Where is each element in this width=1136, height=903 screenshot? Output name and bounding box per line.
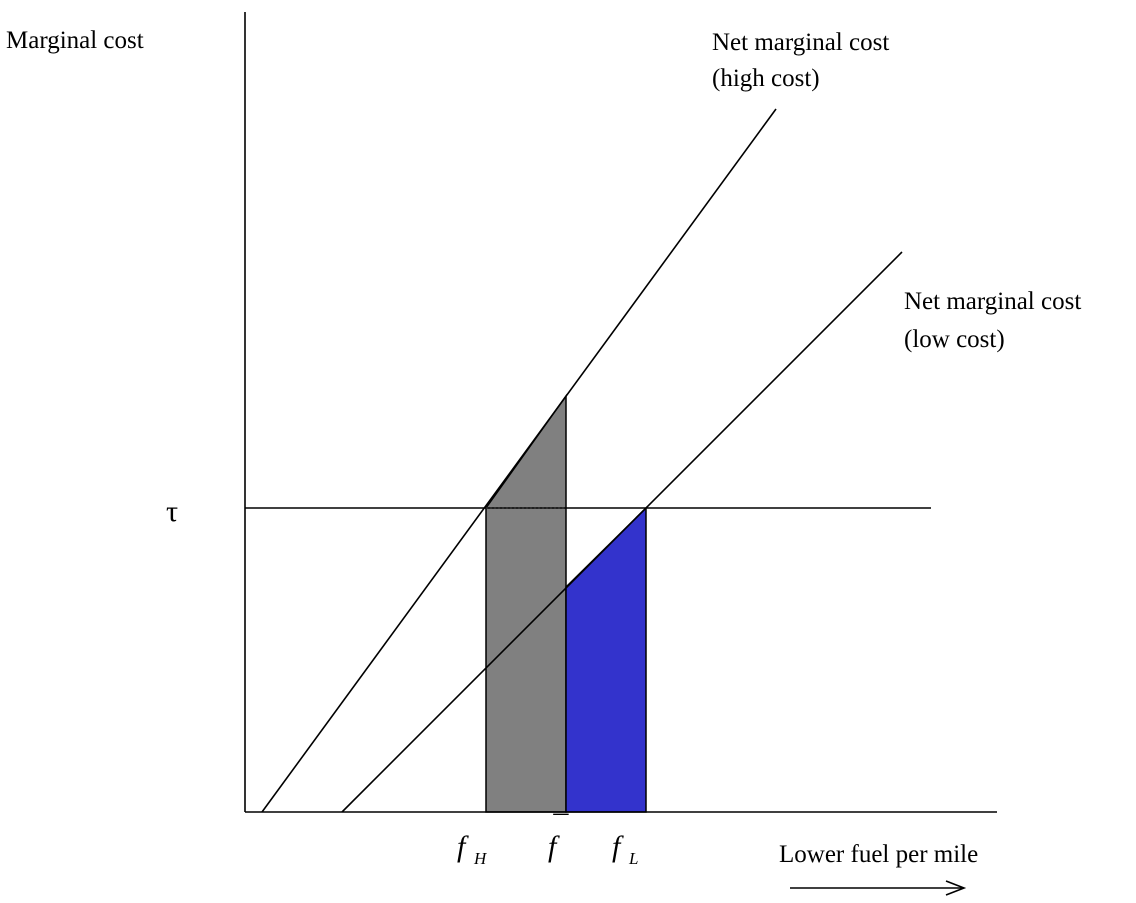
tick-f-h: f H	[457, 830, 488, 868]
high-curve-label-line1: Net marginal cost	[712, 29, 889, 56]
x-direction-arrowhead	[945, 880, 967, 896]
tick-f-l-sub: L	[628, 849, 638, 868]
low-cost-curve	[341, 251, 903, 813]
tick-f-bar-mark: ¯	[551, 810, 569, 843]
tick-f-l-base: f	[612, 830, 624, 863]
tick-f-h-base: f	[457, 830, 469, 863]
low-curve-label-line1: Net marginal cost	[904, 288, 1081, 315]
y-axis-label: Marginal cost	[6, 27, 144, 54]
blue-shaded-area	[565, 506, 647, 813]
high-curve-label-line2: (high cost)	[712, 65, 820, 92]
tick-f-l: f L	[612, 830, 638, 868]
x-axis-label: Lower fuel per mile	[779, 841, 978, 868]
low-curve-label-line2: (low cost)	[904, 326, 1005, 353]
gray-shaded-area	[485, 393, 567, 813]
tick-f-bar: ¯ f	[548, 810, 569, 863]
tau-label: τ	[166, 495, 178, 528]
tick-f-h-sub: H	[473, 849, 488, 868]
high-cost-curve	[261, 108, 777, 813]
